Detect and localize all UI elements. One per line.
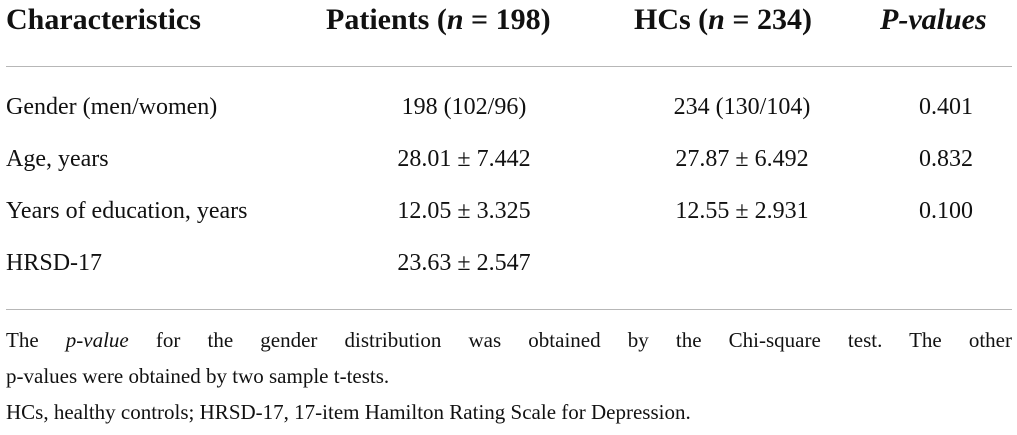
header-patients-n: n — [446, 3, 464, 36]
header-characteristics: Characteristics — [6, 3, 201, 36]
table-row: Years of education, years 12.05 ± 3.325 … — [0, 198, 1017, 238]
cell-patients: 23.63 ± 2.547 — [397, 250, 531, 276]
row-label: Age, years — [6, 146, 109, 172]
header-patients-prefix: Patients ( — [326, 3, 447, 36]
row-label: Gender (men/women) — [6, 94, 218, 120]
cell-pvalue: 0.401 — [919, 94, 973, 120]
header-hcs: HCs (n = 234) — [634, 3, 812, 37]
footnote-line-2: p-values were obtained by two sample t-t… — [6, 364, 390, 388]
footnote-abbreviations: HCs, healthy controls; HRSD-17, 17-item … — [6, 400, 691, 424]
header-hcs-prefix: HCs ( — [634, 3, 709, 36]
cell-patients: 198 (102/96) — [401, 94, 527, 120]
cell-patients: 12.05 ± 3.325 — [397, 198, 531, 224]
cell-pvalue: 0.100 — [919, 198, 973, 224]
footnote-line-1-post: for the gender distribution was obtained… — [128, 328, 1012, 352]
footnote-line-1: The p-value for the gender distribution … — [6, 325, 1012, 355]
cell-patients: 28.01 ± 7.442 — [397, 146, 531, 172]
header-patients: Patients (n = 198) — [326, 3, 551, 37]
cell-hcs: 234 (130/104) — [673, 94, 811, 120]
cell-pvalue: 0.832 — [919, 146, 973, 172]
footnote-pvalue-term: p-value — [65, 328, 129, 352]
table-bottom-divider — [6, 309, 1012, 310]
header-pvalues: P-values — [880, 3, 987, 36]
header-hcs-n: n — [708, 3, 725, 36]
cell-hcs: 12.55 ± 2.931 — [675, 198, 809, 224]
table-row: Age, years 28.01 ± 7.442 27.87 ± 6.492 0… — [0, 146, 1017, 186]
header-hcs-suffix: = 234) — [724, 3, 812, 36]
row-label: Years of education, years — [6, 198, 248, 224]
table-row: HRSD-17 23.63 ± 2.547 — [0, 250, 1017, 290]
header-patients-suffix: = 198) — [463, 3, 551, 36]
cell-hcs: 27.87 ± 6.492 — [675, 146, 809, 172]
table-header-row: Characteristics Patients (n = 198) HCs (… — [0, 0, 1017, 50]
table-row: Gender (men/women) 198 (102/96) 234 (130… — [0, 94, 1017, 134]
row-label: HRSD-17 — [6, 250, 103, 276]
header-divider — [6, 66, 1012, 67]
footnote-line-1-pre: The — [6, 328, 66, 352]
